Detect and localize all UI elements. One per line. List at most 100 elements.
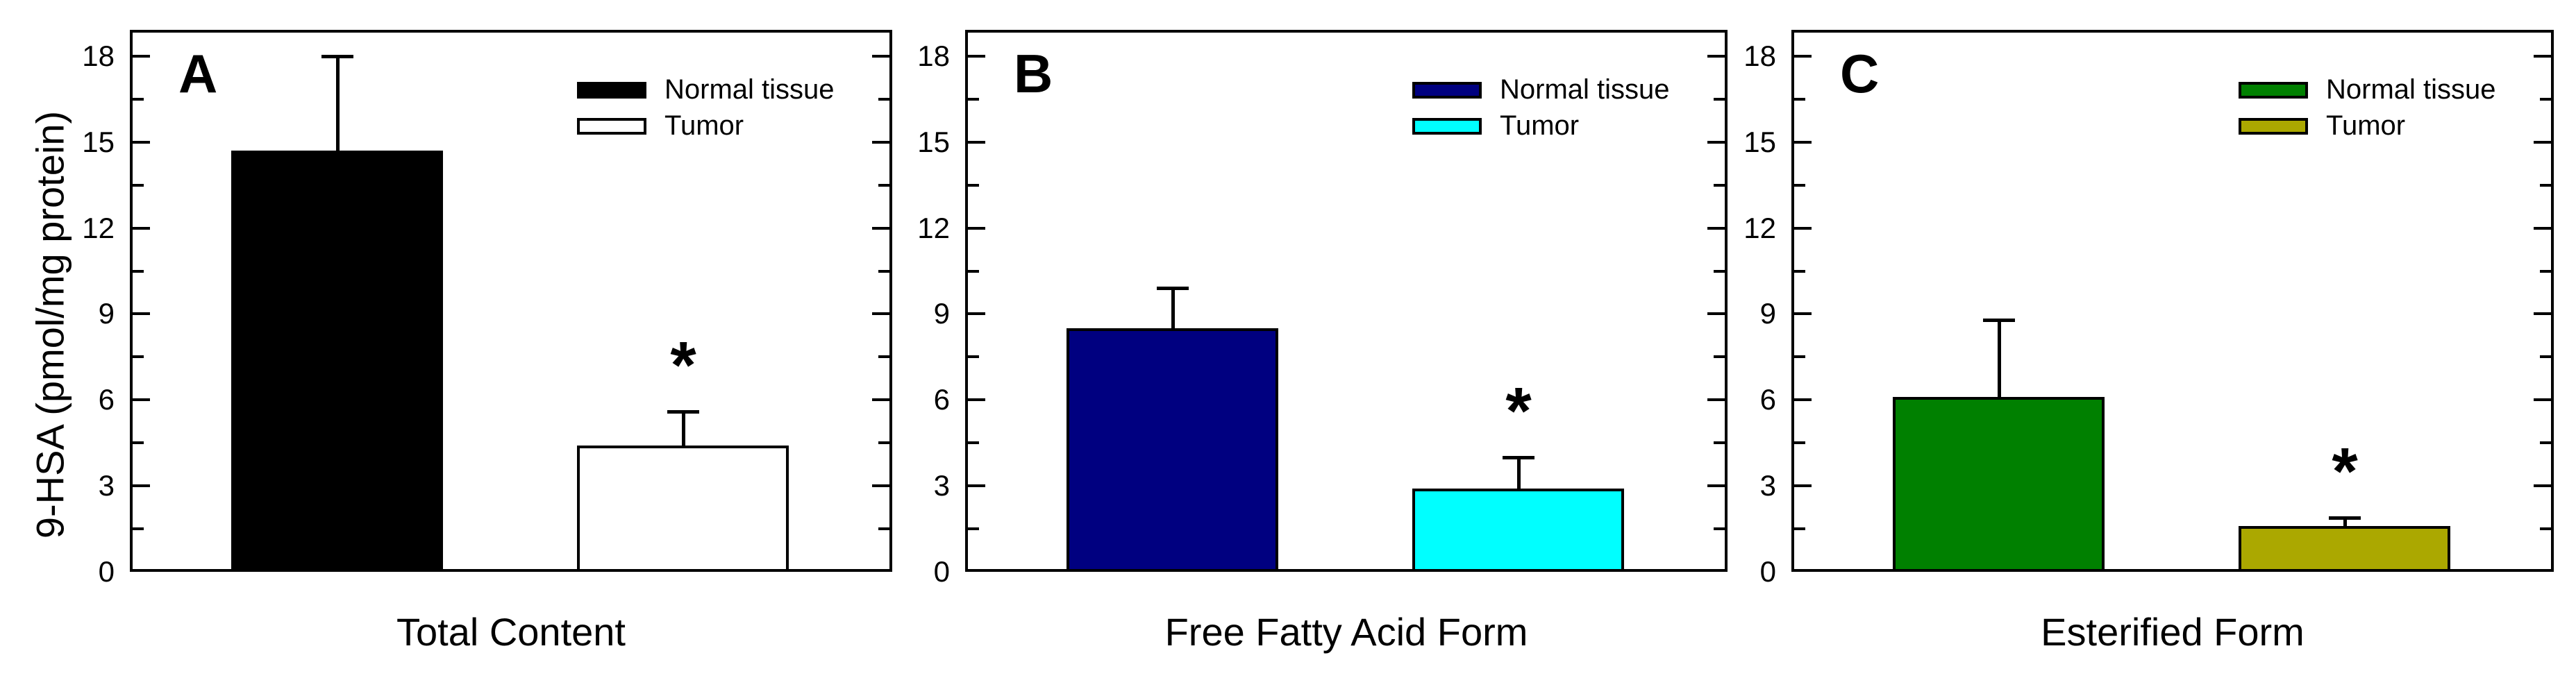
y-axis-tick-right: [872, 140, 889, 144]
y-axis-tick-right: [2534, 398, 2551, 402]
significance-asterisk: *: [670, 328, 696, 402]
legend-swatch-tumor: [2239, 118, 2308, 135]
y-tick-label: 15: [917, 125, 950, 158]
legend-swatch-normal-tissue: [1412, 82, 1482, 99]
y-axis-tick-right: [1707, 54, 1725, 58]
y-axis-tick-left: [1794, 312, 1812, 316]
y-axis-tick-right: [878, 441, 889, 445]
y-axis-tick-left: [1794, 54, 1812, 58]
bar-tumor: [2239, 525, 2450, 572]
x-category-label-b: Free Fatty Acid Form: [1164, 610, 1528, 654]
y-tick-label: 6: [98, 383, 115, 416]
legend-b: Normal tissue Tumor: [965, 30, 1728, 572]
error-bar-cap: [2329, 516, 2361, 520]
error-bar-cap: [1157, 287, 1189, 291]
y-axis-tick-left: [133, 183, 144, 187]
y-axis-tick-left: [1794, 183, 1805, 187]
plot-area-b: * B Normal tissue Tumor: [965, 30, 1728, 572]
y-axis-tick-right: [878, 97, 889, 101]
y-axis-tick-left: [1794, 269, 1805, 273]
y-axis-tick-right: [878, 355, 889, 359]
panel-a: * A Normal tissue Tumor 0 3 6 9 12 15 18 Total…: [82, 0, 892, 678]
y-axis-tick-left: [133, 140, 150, 144]
error-bar-line: [682, 411, 685, 448]
bar-normal-tissue: [1067, 328, 1278, 572]
y-axis-tick-left: [968, 398, 985, 402]
y-axis-tick-right: [1714, 269, 1725, 273]
y-axis-tick-left: [968, 54, 985, 58]
legend-label-tumor: Tumor: [2326, 110, 2406, 141]
y-axis-tick-left: [133, 484, 150, 488]
y-tick-labels-c: 0 3 6 9 12 15 18: [1743, 0, 2554, 678]
y-axis-tick-left: [968, 312, 985, 316]
panel-letter-c: C: [1840, 43, 1880, 104]
y-axis-tick-right: [872, 312, 889, 316]
x-category-label-c: Esterified Form: [2041, 610, 2305, 654]
legend-label-normal-tissue: Normal tissue: [2326, 74, 2496, 105]
y-axis-tick-right: [2534, 484, 2551, 488]
legend-swatch-normal-tissue: [577, 82, 646, 99]
y-axis-tick-right: [2540, 183, 2551, 187]
y-axis-tick-right: [878, 183, 889, 187]
y-tick-label: 12: [1743, 211, 1776, 244]
y-axis-tick-left: [133, 226, 150, 230]
y-axis-tick-right: [872, 226, 889, 230]
y-axis-tick-right: [1707, 484, 1725, 488]
y-axis-tick-left: [1794, 484, 1812, 488]
y-axis-tick-left: [133, 441, 144, 445]
legend-label-normal-tissue: Normal tissue: [664, 74, 835, 105]
y-tick-label: 0: [933, 555, 950, 588]
error-bar-line: [2343, 517, 2347, 527]
y-axis-tick-right: [2534, 140, 2551, 144]
y-axis-tick-left: [1794, 355, 1805, 359]
y-axis-tick-left: [968, 140, 985, 144]
legend-swatch-tumor: [1412, 118, 1482, 135]
y-axis-tick-left: [133, 97, 144, 101]
y-axis-tick-left: [1794, 398, 1812, 402]
y-axis-tick-right: [872, 398, 889, 402]
error-bar-line: [336, 56, 340, 153]
error-bar-line: [1171, 288, 1175, 330]
legend-a: Normal tissue Tumor: [130, 30, 892, 572]
y-axis-tick-left: [133, 355, 144, 359]
y-axis-tick-right: [1707, 140, 1725, 144]
x-category-label-a: Total Content: [396, 610, 626, 654]
y-tick-label: 18: [82, 39, 115, 72]
y-axis-tick-right: [2540, 97, 2551, 101]
y-tick-label: 0: [1759, 555, 1776, 588]
y-axis-tick-right: [1714, 355, 1725, 359]
legend-c: Normal tissue Tumor: [1791, 30, 2554, 572]
y-axis-tick-left: [133, 398, 150, 402]
y-axis-tick-left: [968, 527, 979, 531]
y-axis-tick-left: [133, 527, 144, 531]
y-axis-tick-right: [2534, 54, 2551, 58]
y-tick-label: 15: [1743, 125, 1776, 158]
y-tick-label: 9: [933, 297, 950, 330]
plot-area-a: * A Normal tissue Tumor: [130, 30, 892, 572]
y-axis-tick-right: [2540, 355, 2551, 359]
plot-area-c: * C Normal tissue Tumor: [1791, 30, 2554, 572]
y-axis-tick-left: [968, 441, 979, 445]
y-axis-tick-left: [1794, 97, 1805, 101]
y-tick-label: 3: [1759, 469, 1776, 502]
y-axis-tick-right: [878, 269, 889, 273]
panel-letter-a: A: [178, 43, 218, 104]
y-tick-label: 12: [82, 211, 115, 244]
plot-layer: *: [965, 30, 1728, 572]
y-axis-tick-left: [1794, 226, 1812, 230]
panel-b: * B Normal tissue Tumor 0 3 6 9 12 15 18 Free …: [917, 0, 1728, 678]
y-tick-labels-a: 0 3 6 9 12 15 18: [82, 0, 892, 678]
y-tick-label: 9: [98, 297, 115, 330]
error-bar-cap: [667, 409, 699, 414]
y-axis-tick-right: [2534, 226, 2551, 230]
y-axis-tick-left: [968, 355, 979, 359]
plot-frame: [130, 30, 892, 572]
y-tick-label: 0: [98, 555, 115, 588]
y-axis-tick-left: [968, 484, 985, 488]
y-tick-label: 15: [82, 125, 115, 158]
y-axis-tick-right: [1714, 441, 1725, 445]
y-axis-tick-right: [1714, 183, 1725, 187]
y-axis-tick-right: [1707, 398, 1725, 402]
y-tick-labels-b: 0 3 6 9 12 15 18: [917, 0, 1728, 678]
